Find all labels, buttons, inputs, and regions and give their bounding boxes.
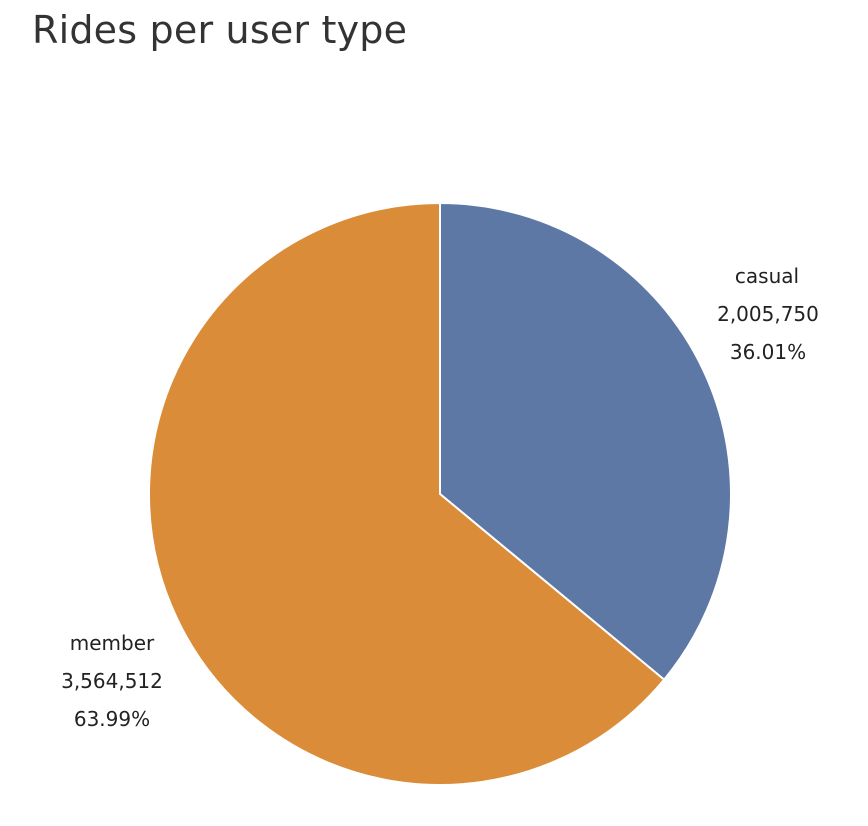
pie-slice-member[interactable] — [148, 201, 666, 786]
pie-slice-casual[interactable] — [439, 201, 732, 682]
slice-label-casual-name: casual — [735, 264, 799, 288]
chart-title: Rides per user type — [32, 8, 408, 52]
slice-label-casual-value: 2,005,750 — [717, 302, 819, 326]
slice-label-member-value: 3,564,512 — [61, 669, 163, 693]
slice-label-member-name: member — [70, 631, 155, 655]
slice-label-member-percent: 63.99% — [74, 707, 150, 731]
pie-slices — [148, 201, 732, 786]
slice-label-casual-percent: 36.01% — [730, 340, 806, 364]
